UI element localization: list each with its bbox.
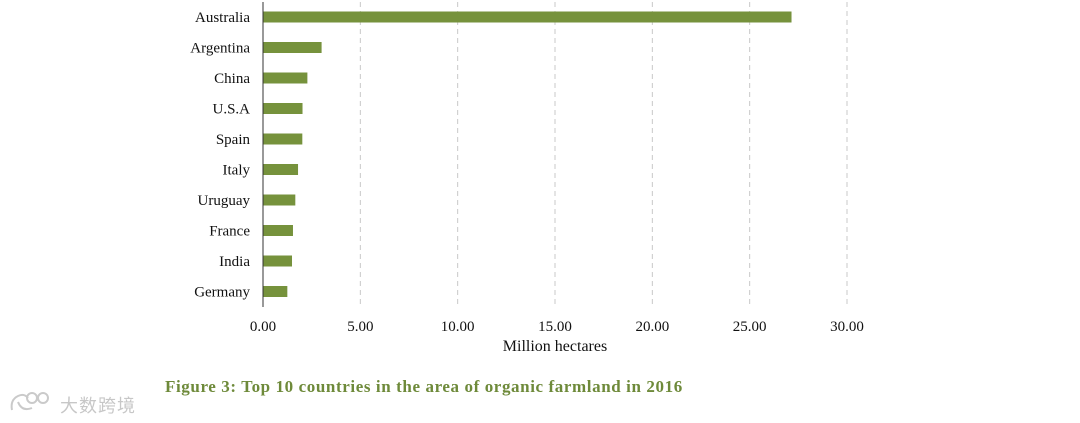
- bars: [263, 11, 792, 297]
- bar-uruguay: [263, 194, 296, 206]
- x-tick-label: 25.00: [733, 319, 767, 335]
- brand-logo-icon: [8, 388, 56, 421]
- category-label: U.S.A: [212, 102, 250, 118]
- x-tick-label: 15.00: [538, 319, 572, 335]
- x-axis-title: Million hectares: [503, 338, 607, 355]
- category-label: Uruguay: [198, 193, 251, 209]
- category-label: Spain: [216, 132, 251, 148]
- category-label: India: [219, 254, 250, 270]
- category-label: France: [209, 224, 250, 240]
- bar-italy: [263, 164, 299, 175]
- bar-u-s-a: [263, 103, 303, 114]
- bar-france: [263, 225, 293, 236]
- x-tick-label: 10.00: [441, 319, 475, 335]
- bar-spain: [263, 133, 303, 145]
- x-tick-label: 30.00: [830, 319, 864, 335]
- bar-australia: [263, 11, 792, 23]
- gridlines: [359, 2, 848, 307]
- watermark-text: 大数跨境: [60, 395, 136, 417]
- x-tick-label: 5.00: [347, 319, 373, 335]
- category-labels: Australia Argentina China U.S.A Spain Italy Ur…: [190, 10, 250, 301]
- x-tick-labels: 0.00 5.00 10.00 15.00 20.00 25.00 30.00: [250, 319, 864, 335]
- watermark: 大数跨境: [8, 388, 136, 421]
- category-label: Australia: [195, 10, 250, 26]
- category-label: China: [214, 71, 250, 87]
- bar-india: [263, 255, 293, 267]
- category-label: Italy: [223, 163, 251, 179]
- bar-argentina: [263, 42, 322, 53]
- bar-germany: [263, 286, 288, 297]
- figure-caption: Figure 3: Top 10 countries in the area o…: [165, 377, 683, 396]
- x-tick-label: 20.00: [635, 319, 669, 335]
- x-tick-label: 0.00: [250, 319, 276, 335]
- bar-china: [263, 72, 308, 84]
- category-label: Argentina: [190, 41, 250, 57]
- category-label: Germany: [194, 285, 250, 301]
